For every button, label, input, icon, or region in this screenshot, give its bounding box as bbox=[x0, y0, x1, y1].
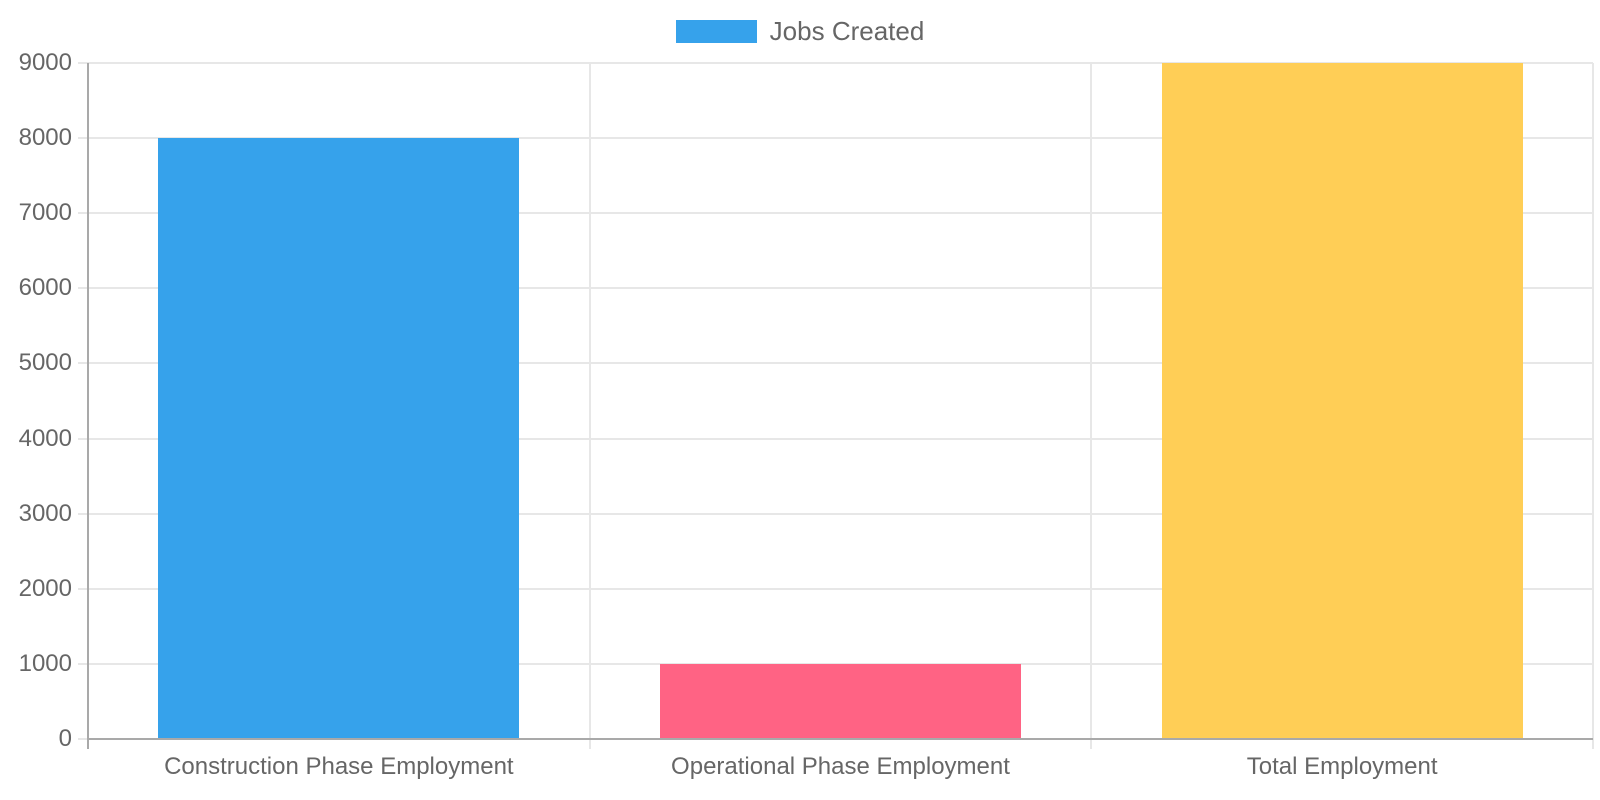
bar-operational-phase-employment[interactable] bbox=[659, 663, 1022, 739]
y-gridline bbox=[88, 287, 1593, 290]
y-gridline bbox=[88, 587, 1593, 590]
y-gridline bbox=[88, 62, 1593, 64]
y-axis-tick bbox=[78, 62, 88, 64]
y-axis-tick bbox=[78, 587, 88, 590]
legend-label: Jobs Created bbox=[769, 16, 925, 46]
x-axis-line bbox=[88, 738, 1593, 740]
y-axis-tick bbox=[78, 437, 88, 440]
y-axis-tick bbox=[78, 512, 88, 515]
y-axis-tick bbox=[78, 362, 88, 365]
bar-construction-phase-employment[interactable] bbox=[158, 138, 520, 739]
y-tick-label: 8000 bbox=[18, 124, 72, 152]
x-gridline bbox=[588, 63, 591, 739]
y-gridline bbox=[88, 512, 1593, 515]
y-tick-label: 4000 bbox=[18, 424, 72, 452]
y-gridline bbox=[88, 212, 1593, 215]
y-axis-line bbox=[87, 63, 89, 749]
legend-swatch bbox=[675, 19, 757, 43]
y-axis-tick bbox=[78, 738, 88, 740]
x-axis-tick bbox=[1090, 739, 1093, 749]
y-axis-tick bbox=[78, 137, 88, 140]
x-gridline bbox=[1592, 63, 1594, 739]
x-axis-tick bbox=[1592, 739, 1594, 749]
y-tick-label: 0 bbox=[58, 725, 72, 752]
y-tick-label: 9000 bbox=[18, 49, 72, 76]
x-tick-label-total-employment: Total Employment bbox=[1246, 753, 1438, 780]
y-axis-tick bbox=[78, 287, 88, 290]
y-axis-tick bbox=[78, 212, 88, 215]
y-tick-label: 5000 bbox=[18, 349, 72, 377]
x-gridline bbox=[1090, 63, 1093, 739]
x-tick-label-construction-phase-employment: Construction Phase Employment bbox=[164, 753, 514, 780]
y-tick-label: 3000 bbox=[18, 499, 72, 527]
x-tick-label-operational-phase-employment: Operational Phase Employment bbox=[671, 753, 1010, 780]
y-gridline bbox=[88, 137, 1593, 140]
x-axis-tick bbox=[588, 739, 591, 749]
bar-total-employment[interactable] bbox=[1161, 63, 1523, 739]
y-axis-tick bbox=[78, 662, 88, 665]
y-tick-label: 7000 bbox=[18, 199, 72, 227]
y-tick-label: 2000 bbox=[18, 574, 72, 602]
y-gridline bbox=[88, 437, 1593, 440]
y-gridline bbox=[88, 362, 1593, 365]
y-tick-label: 6000 bbox=[18, 274, 72, 302]
y-tick-label: 1000 bbox=[18, 649, 72, 677]
legend-item-jobs-created[interactable]: Jobs Created bbox=[0, 17, 1600, 45]
